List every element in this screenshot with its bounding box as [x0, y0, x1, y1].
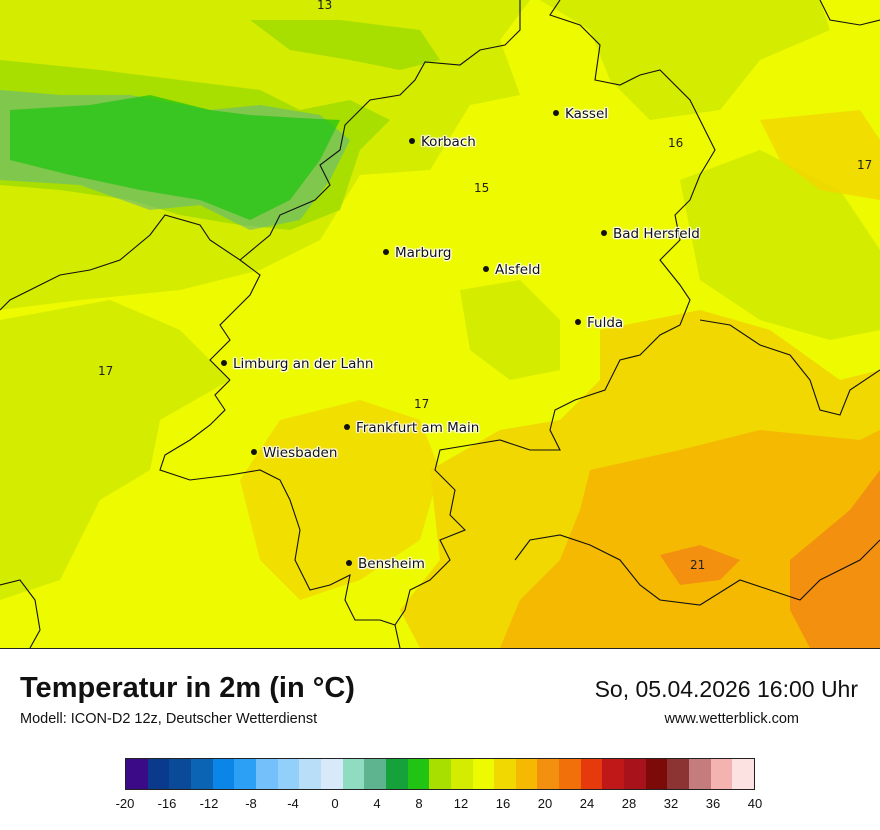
legend-swatch	[624, 759, 646, 789]
legend-swatch	[580, 759, 603, 789]
legend-tick-label: 40	[747, 796, 763, 811]
legend-swatch	[212, 759, 235, 789]
city-name: Marburg	[395, 245, 452, 261]
city-label-bad-hersfeld: Bad Hersfeld	[601, 226, 700, 242]
city-label-wiesbaden: Wiesbaden	[251, 445, 337, 461]
legend-swatch	[234, 759, 256, 789]
city-marker	[553, 110, 559, 116]
legend-swatch	[602, 759, 625, 789]
city-marker	[601, 230, 607, 236]
legend-swatch	[732, 759, 755, 789]
legend-tick-label: -16	[157, 796, 177, 811]
city-label-fulda: Fulda	[575, 315, 623, 331]
city-marker	[346, 560, 352, 566]
temperature-value: 17	[857, 158, 873, 172]
city-label-korbach: Korbach	[409, 134, 476, 150]
forecast-datetime: So, 05.04.2026 16:00 Uhr	[594, 676, 858, 702]
legend-swatch	[385, 759, 408, 789]
city-marker	[344, 424, 350, 430]
legend-swatch	[190, 759, 213, 789]
city-name: Limburg an der Lahn	[233, 356, 374, 372]
legend-swatch	[407, 759, 430, 789]
city-marker	[251, 449, 257, 455]
temperature-value: 13	[317, 0, 333, 12]
legend-swatch	[645, 759, 668, 789]
city-marker	[383, 249, 389, 255]
city-label-alsfeld: Alsfeld	[483, 262, 540, 278]
legend-swatch	[147, 759, 170, 789]
temperature-value: 17	[414, 397, 430, 411]
legend-tick-label: -20	[115, 796, 135, 811]
legend-swatch	[710, 759, 733, 789]
color-legend	[125, 758, 755, 790]
legend-swatch	[169, 759, 191, 789]
legend-tick-label: 8	[415, 796, 423, 811]
model-source: Modell: ICON-D2 12z, Deutscher Wetterdie…	[20, 711, 318, 727]
city-name: Fulda	[587, 315, 624, 331]
legend-swatch	[429, 759, 451, 789]
legend-swatch	[667, 759, 690, 789]
legend-swatch	[515, 759, 538, 789]
map-canvas	[0, 0, 880, 648]
legend-tick-label: -12	[199, 796, 219, 811]
legend-tick-label: 28	[621, 796, 637, 811]
legend-swatch	[342, 759, 365, 789]
temperature-value: 15	[474, 181, 490, 195]
city-marker	[483, 266, 489, 272]
city-label-bensheim: Bensheim	[346, 556, 425, 572]
city-label-kassel: Kassel	[553, 106, 608, 122]
legend-tick-label: 12	[453, 796, 469, 811]
legend-tick-label: 16	[495, 796, 511, 811]
legend-swatch	[472, 759, 495, 789]
legend-tick-label: 36	[705, 796, 721, 811]
city-name: Frankfurt am Main	[356, 420, 480, 436]
legend-tick-label: -8	[245, 796, 257, 811]
city-name: Alsfeld	[495, 262, 541, 278]
temperature-value: 16	[668, 136, 684, 150]
temperature-map[interactable]: Kassel Korbach Bad Hersfeld Marburg Alsf…	[0, 0, 880, 649]
temperature-value: 17	[98, 364, 114, 378]
legend-tick-label: 0	[331, 796, 339, 811]
legend-swatch	[450, 759, 473, 789]
city-name: Bad Hersfeld	[613, 226, 700, 242]
legend-swatch	[126, 759, 148, 789]
legend-swatch	[494, 759, 516, 789]
legend-swatch	[364, 759, 386, 789]
city-name: Korbach	[421, 134, 476, 150]
legend-swatch	[299, 759, 321, 789]
chart-title: Temperatur in 2m (in °C)	[20, 672, 355, 704]
legend-swatch	[277, 759, 300, 789]
legend-tick-labels: -20 -16 -12 -8 -4 0 4 8 12 16 20 24 28 32 36 40	[116, 796, 763, 814]
temperature-value: 21	[690, 558, 706, 572]
city-label-limburg: Limburg an der Lahn	[221, 356, 373, 372]
city-marker	[575, 319, 581, 325]
legend-tick-label: 32	[663, 796, 679, 811]
city-marker	[409, 138, 415, 144]
city-label-frankfurt: Frankfurt am Main	[344, 420, 479, 436]
legend-swatch	[320, 759, 343, 789]
legend-tick-label: 24	[579, 796, 595, 811]
legend-tick-label: 20	[537, 796, 553, 811]
legend-tick-label: 4	[373, 796, 381, 811]
city-name: Kassel	[565, 106, 609, 122]
legend-swatch	[559, 759, 581, 789]
legend-swatch	[255, 759, 278, 789]
legend-swatch	[537, 759, 560, 789]
legend-swatch	[689, 759, 711, 789]
city-label-marburg: Marburg	[383, 245, 451, 261]
city-name: Bensheim	[358, 556, 425, 572]
website-link[interactable]: www.wetterblick.com	[664, 711, 799, 727]
legend-tick-label: -4	[287, 796, 299, 811]
city-name: Wiesbaden	[263, 445, 338, 461]
city-marker	[221, 360, 227, 366]
